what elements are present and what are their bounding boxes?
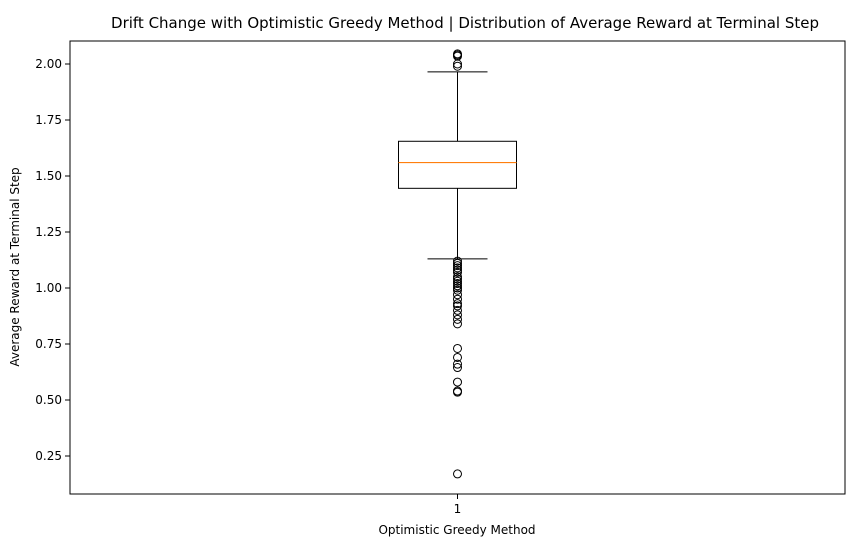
y-tick-label: 1.50 <box>35 169 62 183</box>
y-tick-label: 0.75 <box>35 337 62 351</box>
outlier-point <box>453 272 462 282</box>
y-tick-label: 0.25 <box>35 449 62 463</box>
outlier-point <box>453 359 462 369</box>
outlier-point <box>453 279 462 289</box>
outlier-point <box>453 343 462 353</box>
outlier-point <box>453 290 462 300</box>
outlier-point <box>453 267 462 277</box>
outlier-point <box>453 263 462 273</box>
iqr-box <box>398 140 517 189</box>
outlier-point <box>453 294 462 304</box>
outlier-point <box>453 301 462 311</box>
y-tick-label: 1.75 <box>35 113 62 127</box>
chart-title: Drift Change with Optimistic Greedy Meth… <box>111 14 819 32</box>
y-tick-label: 0.50 <box>35 393 62 407</box>
outliers <box>453 49 462 479</box>
outlier-point <box>453 299 462 309</box>
outlier-point <box>453 305 462 315</box>
outlier-point <box>453 285 462 295</box>
outlier-point <box>453 61 462 71</box>
outlier-point <box>453 283 462 293</box>
outlier-point <box>453 276 462 286</box>
outlier-point <box>453 310 462 320</box>
x-axis-label: Optimistic Greedy Method <box>378 523 535 537</box>
outlier-point <box>453 261 462 271</box>
x-tick-label: 1 <box>454 502 462 516</box>
outlier-point <box>453 377 462 387</box>
y-axis-label: Average Reward at Terminal Step <box>8 167 22 366</box>
outlier-point <box>453 352 462 362</box>
y-axis: 0.25 0.50 0.75 1.00 1.25 1.50 1.75 2.00 <box>35 57 70 463</box>
y-tick-label: 1.00 <box>35 281 62 295</box>
outlier-point <box>453 314 462 324</box>
outlier-point <box>453 265 462 275</box>
outlier-point <box>453 319 462 329</box>
y-tick-label: 2.00 <box>35 57 62 71</box>
y-tick-label: 1.25 <box>35 225 62 239</box>
outlier-point <box>453 256 462 266</box>
outlier-point <box>453 258 462 268</box>
outlier-point <box>453 387 462 397</box>
outlier-point <box>453 469 462 479</box>
outlier-point <box>453 274 462 284</box>
boxplot <box>398 71 517 260</box>
outlier-point <box>453 59 462 69</box>
outlier-point <box>453 363 462 373</box>
x-axis: 1 <box>454 494 462 516</box>
outlier-point <box>453 281 462 291</box>
